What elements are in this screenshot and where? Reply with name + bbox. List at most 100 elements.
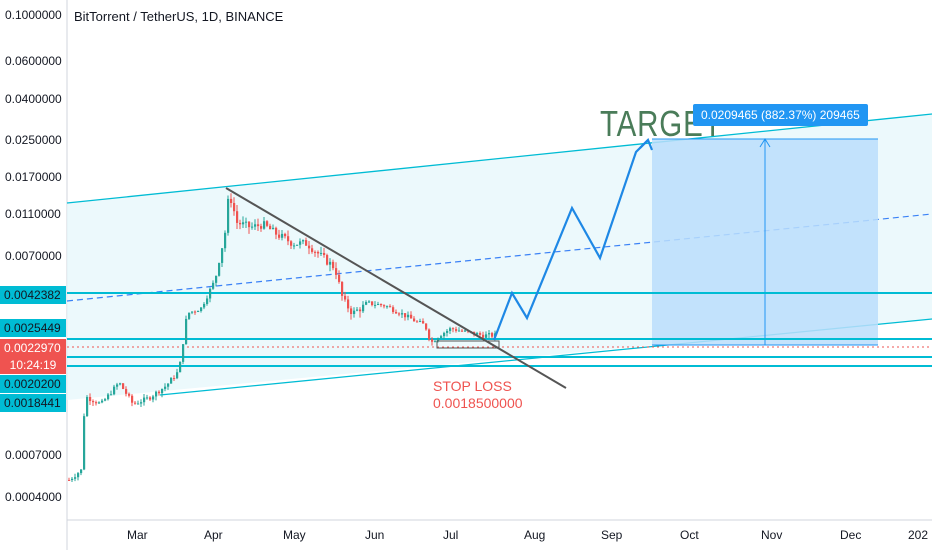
- candle-body: [236, 211, 239, 223]
- y-tick-label: 0.1000000: [5, 8, 62, 22]
- candle-body: [110, 394, 113, 396]
- x-tick-label: Dec: [840, 528, 862, 542]
- candle-body: [170, 378, 173, 384]
- x-tick-label: Oct: [680, 528, 699, 542]
- candle-body: [233, 202, 236, 212]
- y-tick-label: 0.0007000: [5, 448, 62, 462]
- candle-body: [425, 323, 428, 330]
- candle-body: [314, 251, 317, 253]
- candle-body: [74, 477, 77, 479]
- candle-body: [437, 338, 440, 342]
- candle-body: [323, 252, 326, 256]
- candle-body: [116, 384, 119, 387]
- candle-body: [362, 304, 365, 312]
- y-tick-label: 0.0004000: [5, 490, 62, 504]
- candle-body: [95, 402, 98, 404]
- measure-arrow-head: [759, 138, 771, 148]
- candle-body: [158, 391, 161, 394]
- y-tick-label: 0.0400000: [5, 92, 62, 106]
- candle-body: [440, 336, 443, 339]
- channel-upper-line: [66, 113, 932, 204]
- countdown-tag: 10:24:19: [0, 356, 66, 374]
- x-tick-label: Nov: [761, 528, 783, 542]
- candle-body: [134, 402, 137, 404]
- x-tick-label: Mar: [127, 528, 148, 542]
- candle-body: [299, 241, 302, 245]
- candle-body: [263, 221, 266, 229]
- candle-body: [266, 221, 269, 226]
- candle-body: [200, 307, 203, 312]
- candle-body: [374, 304, 377, 306]
- x-tick-label: Jun: [365, 528, 385, 542]
- candle-body: [245, 221, 248, 223]
- candle-body: [455, 329, 458, 331]
- candle-body: [443, 332, 446, 337]
- candle-body: [107, 394, 110, 400]
- candle-body: [260, 226, 263, 229]
- candle-body: [479, 333, 482, 335]
- candle-body: [194, 311, 197, 313]
- candle-body: [452, 328, 455, 330]
- candle-body: [122, 383, 125, 389]
- candle-body: [395, 311, 398, 314]
- candle-body: [155, 391, 158, 397]
- candle-body: [143, 397, 146, 403]
- x-tick-label: Aug: [524, 528, 546, 542]
- candle-body: [101, 400, 104, 403]
- candle-body: [212, 282, 215, 289]
- candle-body: [125, 388, 128, 394]
- candle-body: [293, 245, 296, 247]
- candle-body: [335, 268, 338, 275]
- candle-body: [83, 416, 86, 470]
- candle-body: [131, 395, 134, 403]
- candle-body: [128, 393, 131, 396]
- candle-body: [86, 397, 89, 417]
- candle-body: [416, 321, 419, 323]
- candle-body: [140, 402, 143, 404]
- price-tag-level-3: 0.0020200: [0, 375, 66, 393]
- candle-body: [209, 288, 212, 299]
- y-tick-label: 0.0170000: [5, 170, 62, 184]
- candle-body: [203, 303, 206, 308]
- candle-body: [464, 330, 467, 332]
- candle-body: [146, 397, 149, 399]
- candle-body: [371, 301, 374, 306]
- candle-body: [356, 309, 359, 311]
- candle-body: [119, 383, 122, 385]
- candle-body: [446, 330, 449, 333]
- x-tick-label: 202: [908, 528, 929, 542]
- candle-body: [347, 299, 350, 309]
- candle-body: [305, 240, 308, 246]
- candle-body: [359, 309, 362, 312]
- projection-path: [492, 139, 649, 341]
- x-tick-label: Sep: [601, 528, 623, 542]
- candle-body: [284, 233, 287, 237]
- candle-body: [89, 397, 92, 402]
- candle-body: [254, 224, 257, 227]
- candle-body: [383, 305, 386, 307]
- candle-body: [227, 198, 230, 233]
- candle-body: [185, 318, 188, 345]
- candle-body: [164, 386, 167, 389]
- candle-body: [137, 403, 140, 405]
- x-tick-label: Apr: [204, 528, 223, 542]
- candle-body: [176, 372, 179, 379]
- candle-body: [326, 255, 329, 265]
- candle-body: [389, 306, 392, 308]
- candle-body: [167, 383, 170, 387]
- candle-body: [410, 314, 413, 319]
- candle-body: [215, 275, 218, 283]
- price-tag-level-4: 0.0018441: [0, 394, 66, 412]
- candle-body: [488, 333, 491, 335]
- candle-body: [380, 303, 383, 306]
- candle-body: [77, 473, 80, 478]
- candle-body: [434, 341, 437, 343]
- candle-body: [230, 198, 233, 203]
- candle-body: [398, 313, 401, 315]
- candle-body: [428, 329, 431, 340]
- stop-loss-label: STOP LOSS: [433, 378, 512, 394]
- candle-body: [449, 328, 452, 331]
- candle-body: [221, 248, 224, 263]
- candle-body: [224, 232, 227, 249]
